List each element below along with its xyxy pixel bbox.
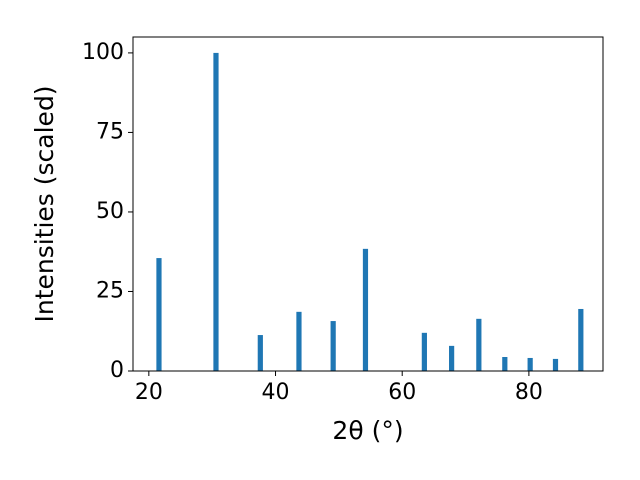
bar: [449, 345, 455, 371]
x-tick-label: 60: [388, 380, 416, 405]
y-tick-label: 0: [110, 358, 124, 383]
bar: [502, 357, 508, 371]
x-tick-label: 20: [135, 380, 163, 405]
bar: [296, 311, 302, 371]
y-tick-label: 50: [96, 199, 124, 224]
bar: [362, 248, 369, 371]
bar: [213, 52, 219, 372]
plot-frame: [132, 36, 604, 372]
bar: [421, 332, 427, 371]
x-axis-label: 2θ (°): [332, 416, 403, 445]
y-tick-label: 75: [96, 119, 124, 144]
x-tick-label: 40: [262, 380, 290, 405]
x-tick-label: 80: [515, 380, 543, 405]
bar: [552, 358, 559, 371]
y-tick-label: 25: [96, 278, 124, 303]
bar: [578, 308, 584, 371]
y-tick-label: 100: [82, 40, 124, 65]
bar: [257, 335, 263, 371]
bar: [156, 258, 162, 371]
bar: [527, 357, 533, 371]
bar: [330, 321, 336, 371]
bar: [476, 318, 482, 371]
y-axis-label: Intensities (scaled): [30, 85, 59, 322]
